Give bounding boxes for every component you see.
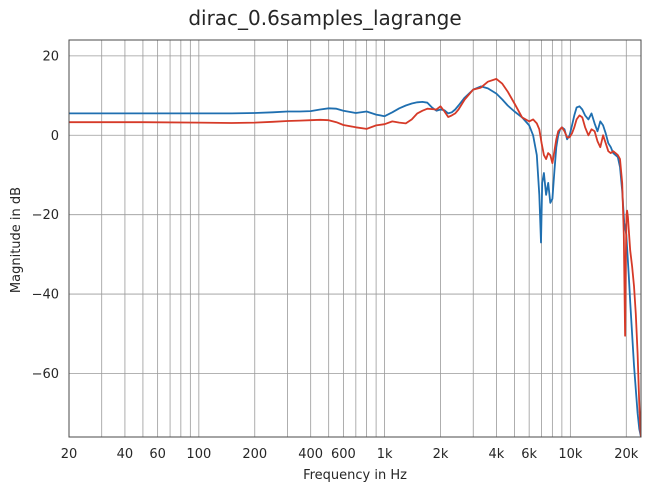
- x-tick-label: 100: [186, 447, 211, 462]
- x-tick-label: 2k: [433, 447, 449, 462]
- series-line-2: [69, 78, 641, 437]
- x-tick-label: 20k: [614, 447, 639, 462]
- y-tick-label: 20: [42, 49, 59, 64]
- x-tick-label: 1k: [377, 447, 393, 462]
- x-tick-label: 4k: [489, 447, 505, 462]
- series-layer: [69, 78, 641, 437]
- x-tick-label: 60: [149, 447, 166, 462]
- series-line-1: [69, 85, 641, 437]
- y-axis-label: Magnitude in dB: [9, 187, 24, 293]
- x-tick-label: 20: [61, 447, 78, 462]
- x-tick-label: 600: [331, 447, 356, 462]
- y-tick-label: −60: [32, 367, 59, 382]
- plot-frame: [68, 39, 642, 438]
- x-tick-labels: 20 40 60 100 200 400 600 1k 2k 4k 6k 10k 20k: [61, 447, 639, 462]
- chart-title: dirac_0.6samples_lagrange: [188, 6, 461, 30]
- x-tick-label: 400: [298, 447, 323, 462]
- x-tick-label: 40: [117, 447, 134, 462]
- grid: [69, 40, 641, 437]
- x-tick-label: 200: [242, 447, 267, 462]
- x-tick-label: 10k: [558, 447, 583, 462]
- y-tick-label: −20: [32, 208, 59, 223]
- x-axis-label: Frequency in Hz: [303, 468, 407, 483]
- y-tick-label: 0: [51, 129, 59, 144]
- y-tick-label: −40: [32, 288, 59, 303]
- x-tick-label: 6k: [521, 447, 537, 462]
- y-tick-labels: 20 0 −20 −40 −60: [32, 49, 59, 382]
